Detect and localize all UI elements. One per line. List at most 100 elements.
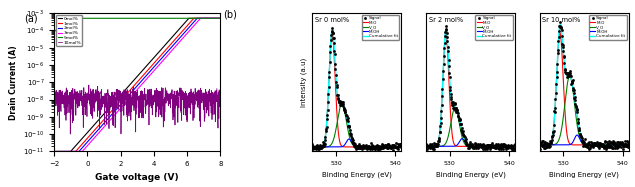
M-OH [605,144,613,146]
0mol% [124,86,131,89]
3mol% [67,150,75,153]
Cumulative fit [493,145,501,148]
0mol% [185,17,192,19]
V_O [491,145,499,148]
Line: 3mol%: 3mol% [54,18,220,151]
10mol% [50,99,58,102]
Signal [622,145,630,147]
M-OH [398,146,405,148]
0mol% [164,40,172,42]
Line: 5mol%: 5mol% [54,18,220,32]
Line: Signal: Signal [425,26,516,150]
0mol% [217,17,224,19]
Line: M-OH: M-OH [312,139,401,147]
10mol% [217,98,224,100]
5mol% [180,17,188,19]
Text: Sr 2 mol%: Sr 2 mol% [429,17,463,23]
V_O [575,134,583,136]
M-OH [380,146,387,148]
M-O [431,145,439,147]
V_O [344,131,352,133]
2mol% [183,29,190,31]
V_O [605,144,613,146]
M-O [462,145,469,148]
Signal [625,146,632,148]
Line: M-O: M-O [312,33,401,147]
V_O [378,146,385,148]
M-OH [575,136,583,138]
0mol% [183,19,190,22]
Signal [345,126,353,128]
Signal [573,109,580,111]
Cumulative fit [458,128,466,131]
M-OH [458,137,465,140]
Text: Sr 0 mol%: Sr 0 mol% [315,17,349,23]
2mol% [193,17,201,19]
V_O [597,144,605,146]
3mol% [117,106,125,109]
Signal [511,143,519,146]
V_O [431,145,439,148]
M-OH [344,138,352,140]
Legend: Signal, M-O, V_O, M-OH, Cumulative fit: Signal, M-O, V_O, M-OH, Cumulative fit [361,15,399,40]
Line: 0mol%: 0mol% [54,18,220,151]
X-axis label: Gate voltage (V): Gate voltage (V) [95,173,179,182]
Cumulative fit [556,23,564,25]
V_O [511,145,519,148]
V_O [458,136,466,138]
3mol% [197,17,204,19]
10mol% [165,97,173,99]
M-OH [536,144,544,146]
M-O [491,145,499,148]
M-O [309,146,316,148]
M-O [458,145,466,148]
M-O [575,144,583,146]
M-OH [431,145,439,148]
M-O [328,32,336,35]
Cumulative fit [605,144,613,146]
3mol% [50,150,58,153]
Cumulative fit [422,145,430,148]
Line: V_O: V_O [426,108,515,146]
V_O [370,146,377,148]
Legend: 0mol%, 1mol%, 2mol%, 3mol%, 5mol%, 10mol%: 0mol%, 1mol%, 2mol%, 3mol%, 5mol%, 10mol… [56,15,83,46]
Line: Cumulative fit: Cumulative fit [312,30,401,147]
M-O [344,146,352,148]
M-OH [318,146,325,148]
1mol% [50,150,58,153]
5mol% [217,17,224,19]
Cumulative fit [309,146,316,148]
M-O [545,143,552,146]
0mol% [180,23,187,25]
M-OH [483,145,491,148]
3mol% [164,53,172,56]
Y-axis label: Drain Current (A): Drain Current (A) [9,45,18,120]
Cumulative fit [378,146,385,148]
M-O [605,144,613,146]
5mol% [117,17,125,19]
M-O [511,145,519,148]
V_O [422,145,430,148]
2mol% [180,32,187,34]
M-OH [573,134,581,136]
Signal [588,145,596,147]
Signal [437,122,444,124]
V_O [566,75,573,77]
3mol% [183,32,190,35]
Line: Cumulative fit: Cumulative fit [426,30,515,146]
M-O [422,145,430,148]
M-O [398,146,405,148]
Cumulative fit [431,145,439,147]
Cumulative fit [442,29,450,31]
2mol% [217,17,224,19]
5mol% [65,17,73,19]
Cumulative fit [597,144,605,146]
Cumulative fit [607,144,615,146]
Line: 10mol%: 10mol% [54,85,220,134]
1mol% [117,99,125,101]
M-OH [462,141,469,144]
1mol% [124,92,131,94]
M-OH [545,144,552,146]
10mol% [118,94,126,96]
M-O [380,146,387,148]
